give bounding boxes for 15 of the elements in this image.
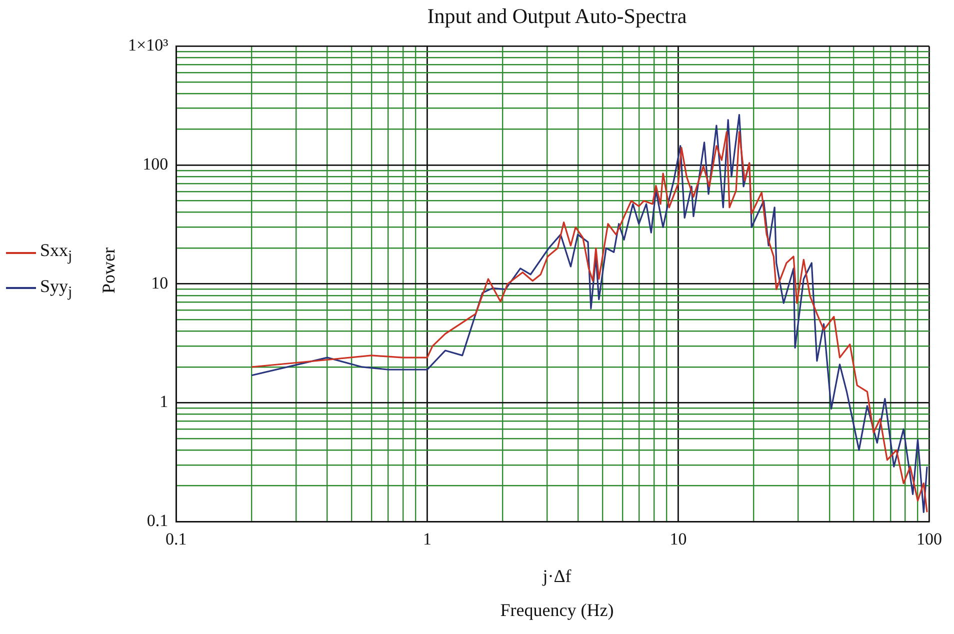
x-tick-label: 1 xyxy=(422,529,432,548)
y-tick-label: 10 xyxy=(151,273,168,292)
x-axis-title: Frequency (Hz) xyxy=(499,600,615,621)
y-tick-label: 1 xyxy=(160,392,168,412)
legend-label: Sxx$_{j}$ xyxy=(40,240,72,266)
x-tick-label: 100 xyxy=(916,529,942,548)
y-axis-title: Power xyxy=(98,248,120,294)
x-tick-label: 10 xyxy=(670,529,687,548)
y-tick-label: 1×10³ xyxy=(128,36,168,55)
text: j·Δf xyxy=(541,566,572,587)
x-tick-label: 0.1 xyxy=(166,529,187,548)
y-tick-label: 100 xyxy=(142,154,168,174)
chart-title: Input and Output Auto-Spectra xyxy=(426,4,688,29)
legend-label: Syy$_{j}$ xyxy=(40,276,72,302)
y-tick-label: 0.1 xyxy=(146,511,168,530)
